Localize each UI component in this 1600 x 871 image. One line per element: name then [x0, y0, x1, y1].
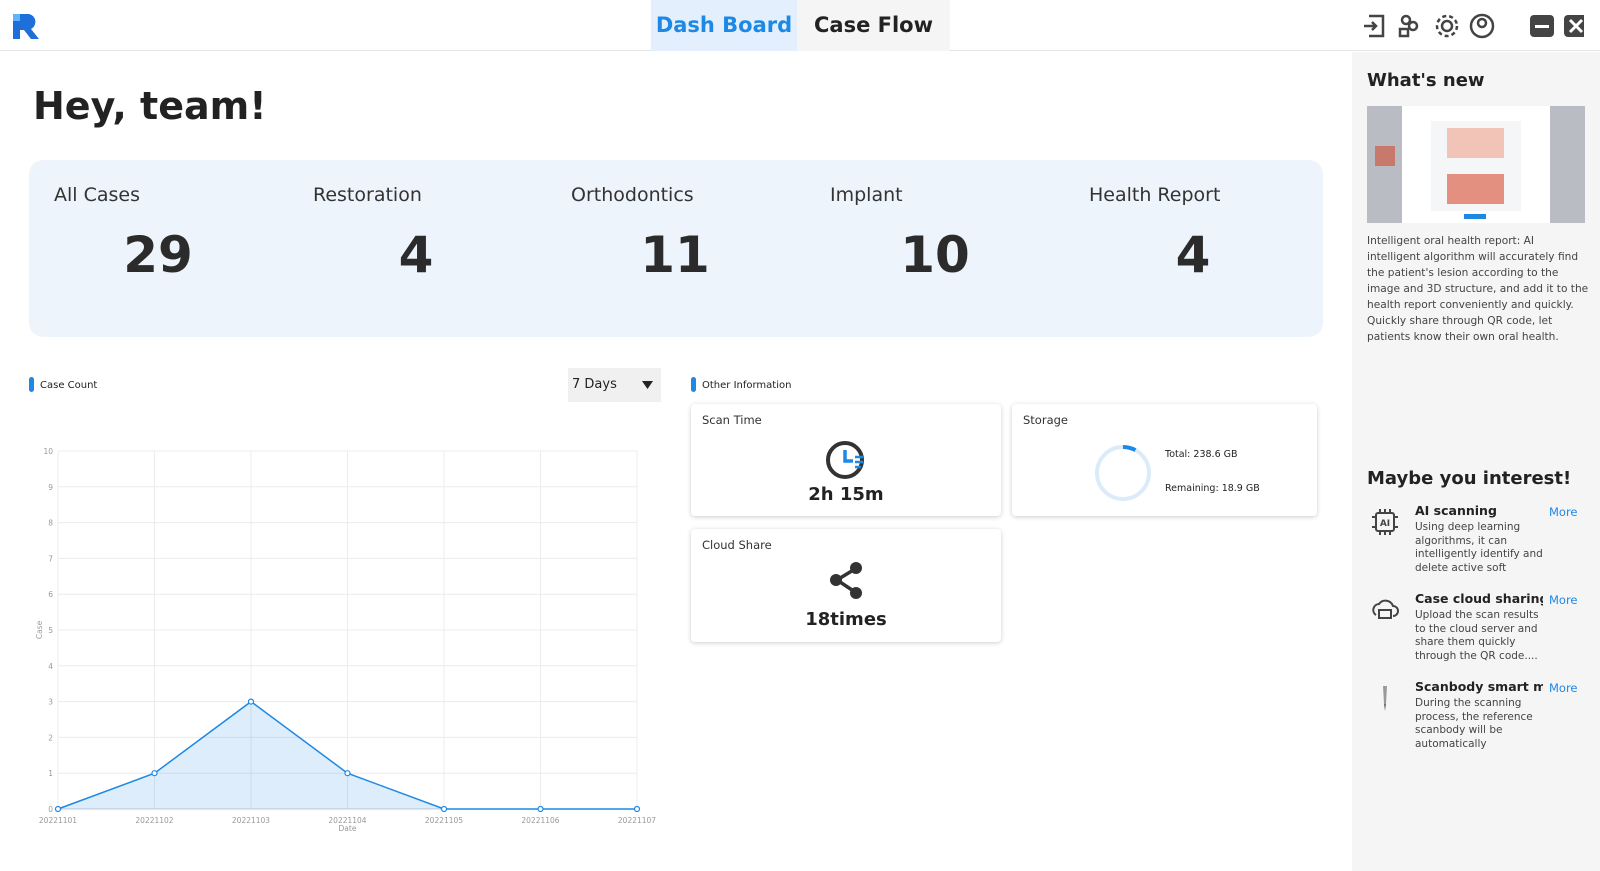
donut-arc — [1122, 445, 1137, 452]
range-select-label: 7 Days — [572, 377, 617, 392]
item-icon — [1383, 686, 1387, 711]
cloud-share-card: Cloud Share 18times — [691, 529, 1001, 642]
point — [247, 698, 255, 705]
item-icon: AI — [1372, 509, 1398, 535]
total-label: Total: — [1165, 449, 1191, 460]
storage-remaining: Remaining: 18.9 GB — [1165, 483, 1260, 494]
stat-value: 11 — [640, 226, 710, 284]
range-select[interactable]: 7 Days — [568, 368, 661, 402]
card-title: Scan Time — [702, 413, 762, 427]
point — [633, 805, 641, 813]
cloud-share-value: 18times — [805, 609, 887, 630]
remaining-label: Remaining: — [1165, 483, 1219, 494]
y-tick-label: 0 — [48, 805, 53, 814]
y-axis-label: Case — [35, 620, 44, 639]
stat-label: Implant — [830, 184, 903, 206]
more-link[interactable]: More — [1549, 593, 1578, 607]
x-tick-label: 20221106 — [521, 816, 559, 825]
share-icon — [830, 562, 862, 599]
y-tick-label: 3 — [48, 698, 53, 707]
item-text: Upload the scan results to the cloud ser… — [1415, 609, 1539, 662]
whats-new-title: What's new — [1367, 70, 1485, 91]
item-title: AI scanning — [1415, 503, 1497, 518]
storage-donut — [1095, 445, 1151, 501]
stat-value: 4 — [398, 226, 434, 284]
point — [151, 770, 158, 777]
stat-value: 10 — [900, 226, 970, 284]
stat-label: Health Report — [1089, 184, 1221, 206]
y-tick-label: 10 — [43, 447, 53, 456]
more-link[interactable]: More — [1549, 681, 1578, 695]
x-tick-label: 20221102 — [135, 816, 173, 825]
chart-legend: Case Count — [29, 377, 97, 392]
case-count-chart: 0 1 2 3 4 5 6 7 8 9 10 20221101 20221102 20221103 2022… — [35, 447, 656, 833]
y-tick-label: 4 — [48, 662, 53, 671]
interest-title: Maybe you interest! — [1367, 468, 1572, 489]
point — [54, 805, 62, 813]
area — [58, 701, 637, 809]
total-value: 238.6 GB — [1193, 449, 1238, 460]
x-tick-label: 20221103 — [232, 816, 270, 825]
item-icon — [1372, 599, 1399, 619]
y-tick-label: 5 — [48, 626, 53, 635]
y-tick-label: 7 — [48, 554, 53, 563]
stat-label: Restoration — [313, 184, 422, 206]
logo — [13, 14, 39, 39]
stat-value: 4 — [1175, 226, 1211, 284]
tab-case-flow[interactable]: Case Flow — [797, 0, 950, 51]
svg-text:AI: AI — [1380, 519, 1390, 529]
item-title: Case cloud sharing — [1415, 591, 1543, 606]
greeting: Hey, team! — [33, 84, 267, 128]
scan-time-value: 2h 15m — [808, 484, 884, 505]
point — [440, 805, 448, 813]
whats-new-text: Intelligent oral health report: AI intel… — [1367, 235, 1589, 343]
x-tick-label: 20221105 — [425, 816, 463, 825]
storage-total: Total: 238.6 GB — [1165, 449, 1238, 460]
y-tick-label: 9 — [48, 483, 53, 492]
clock-icon — [826, 441, 864, 479]
x-tick-label: 20221107 — [618, 816, 656, 825]
more-link[interactable]: More — [1549, 505, 1578, 519]
stats-panel: All Cases 29 Restoration 4 Orthodontics 11 Imp… — [29, 160, 1323, 337]
other-info-legend: Other Information — [691, 377, 791, 392]
scan-time-card: Scan Time 2h 15m — [691, 404, 1001, 516]
stat-value: 29 — [123, 226, 193, 284]
y-tick-label: 2 — [48, 733, 53, 742]
item-title: Scanbody smart matc — [1415, 679, 1543, 694]
top-bar: Dash Board Case Flow — [0, 0, 1600, 51]
card-title: Storage — [1023, 413, 1068, 427]
item-text: Using deep learning algorithms, it can i… — [1415, 521, 1543, 574]
point — [537, 805, 544, 813]
y-tick-label: 1 — [48, 769, 53, 778]
sidebar: What's new Intelligent oral health repor… — [1352, 52, 1600, 871]
donut-track — [1095, 445, 1151, 501]
tab-dashboard[interactable]: Dash Board — [651, 0, 797, 51]
x-axis-label: Date — [339, 824, 357, 833]
x-tick-label: 20221101 — [39, 816, 77, 825]
stat-label: Orthodontics — [571, 184, 694, 206]
stat-label: All Cases — [54, 184, 140, 206]
storage-card: Storage Total: 238.6 GB Remaining: 18.9 … — [1012, 404, 1317, 516]
y-tick-label: 6 — [48, 590, 53, 599]
caret — [642, 381, 653, 389]
toolbar-icons — [1364, 13, 1584, 39]
card-title: Cloud Share — [702, 538, 772, 552]
whats-new-image — [1367, 106, 1585, 223]
item-text: During the scanning process, the referen… — [1415, 697, 1533, 750]
y-tick-label: 8 — [48, 519, 53, 528]
point — [344, 770, 351, 777]
x-tick-label: 20221104 — [328, 816, 366, 825]
remaining-value: 18.9 GB — [1221, 483, 1260, 494]
